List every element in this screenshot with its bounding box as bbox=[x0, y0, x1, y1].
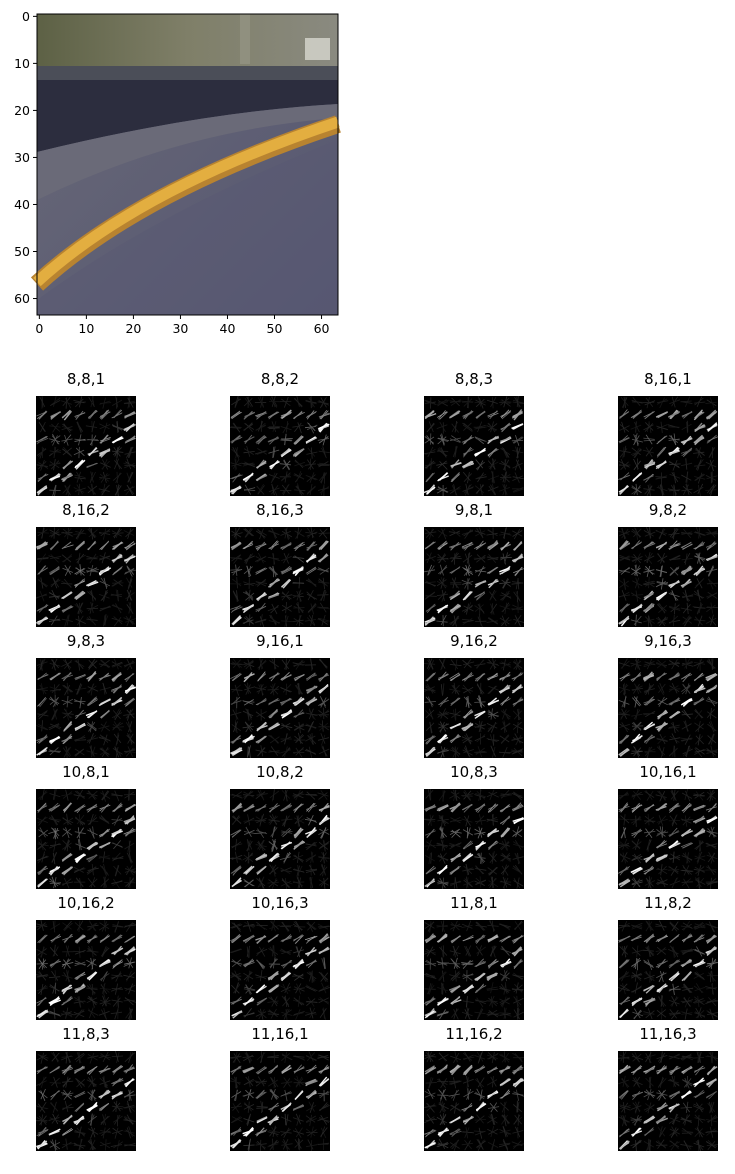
hog-visualization-image bbox=[230, 658, 330, 758]
hog-visualization-image bbox=[618, 789, 718, 889]
hog-panel-title: 11,16,1 bbox=[251, 1025, 309, 1043]
hog-panel-title: 8,8,3 bbox=[454, 370, 494, 388]
hog-visualization-image bbox=[424, 1051, 524, 1151]
hog-panel: 10,8,2 bbox=[210, 763, 350, 893]
hog-panel-title: 8,8,1 bbox=[66, 370, 106, 388]
hog-panel: 8,16,2 bbox=[16, 501, 156, 631]
hog-visualization-image bbox=[36, 920, 136, 1020]
hog-visualization-image bbox=[230, 789, 330, 889]
hog-panel-title: 8,16,2 bbox=[62, 501, 110, 519]
hog-visualization-image bbox=[424, 789, 524, 889]
hog-panel-title: 9,16,3 bbox=[644, 632, 692, 650]
x-tick-label: 30 bbox=[172, 321, 188, 336]
hog-panel: 11,16,1 bbox=[210, 1025, 350, 1155]
hog-panel-title: 8,16,3 bbox=[256, 501, 304, 519]
hog-panel: 9,8,3 bbox=[16, 632, 156, 762]
hog-visualization-image bbox=[424, 920, 524, 1020]
hog-visualization-image bbox=[230, 527, 330, 627]
hog-panel-title: 9,8,2 bbox=[648, 501, 688, 519]
hog-panel-title: 10,8,3 bbox=[450, 763, 498, 781]
hog-panel: 8,16,3 bbox=[210, 501, 350, 631]
y-tick-label: 40 bbox=[14, 197, 30, 212]
hog-panel: 10,16,3 bbox=[210, 894, 350, 1024]
hog-panel-title: 8,8,2 bbox=[260, 370, 300, 388]
y-tick-label: 10 bbox=[14, 56, 30, 71]
y-tick-label: 30 bbox=[14, 150, 30, 165]
hog-panel: 11,8,2 bbox=[598, 894, 735, 1024]
hog-panel-title: 9,8,1 bbox=[454, 501, 494, 519]
hog-panel-title: 10,16,1 bbox=[639, 763, 697, 781]
hog-panel: 8,8,3 bbox=[404, 370, 544, 500]
hog-visualization-image bbox=[230, 920, 330, 1020]
hog-visualization-image bbox=[36, 396, 136, 496]
hog-visualization-image bbox=[36, 789, 136, 889]
hog-panel: 8,16,1 bbox=[598, 370, 735, 500]
hog-panel: 10,16,2 bbox=[16, 894, 156, 1024]
hog-visualization-image bbox=[36, 658, 136, 758]
hog-panel-title: 11,8,3 bbox=[62, 1025, 110, 1043]
hog-panel-title: 9,16,1 bbox=[256, 632, 304, 650]
hog-panel: 10,8,1 bbox=[16, 763, 156, 893]
hog-panel-title: 9,16,2 bbox=[450, 632, 498, 650]
hog-panel: 9,16,1 bbox=[210, 632, 350, 762]
y-axis-ticks: 0 10 20 30 40 50 60 bbox=[14, 9, 37, 306]
hog-panel-title: 11,8,2 bbox=[644, 894, 692, 912]
hog-visualization-image bbox=[36, 1051, 136, 1151]
x-tick-label: 20 bbox=[125, 321, 141, 336]
hog-visualization-image bbox=[230, 396, 330, 496]
hog-visualization-image bbox=[618, 658, 718, 758]
hog-panel-title: 10,16,2 bbox=[57, 894, 115, 912]
image-axes-frame bbox=[36, 13, 339, 316]
hog-panel-title: 11,16,2 bbox=[445, 1025, 503, 1043]
x-tick-label: 40 bbox=[220, 321, 236, 336]
road-photo bbox=[30, 14, 341, 315]
hog-panel: 11,8,1 bbox=[404, 894, 544, 1024]
hog-panel-title: 11,8,1 bbox=[450, 894, 498, 912]
hog-panel: 11,16,2 bbox=[404, 1025, 544, 1155]
hog-panel: 9,16,2 bbox=[404, 632, 544, 762]
y-tick-label: 0 bbox=[22, 9, 30, 24]
hog-visualization-image bbox=[424, 658, 524, 758]
hog-panel-title: 9,8,3 bbox=[66, 632, 106, 650]
hog-panel-title: 10,16,3 bbox=[251, 894, 309, 912]
hog-panel: 11,8,3 bbox=[16, 1025, 156, 1155]
x-axis-ticks: 0 10 20 30 40 50 60 bbox=[35, 315, 330, 336]
hog-panel: 9,8,2 bbox=[598, 501, 735, 631]
x-tick-label: 10 bbox=[78, 321, 94, 336]
hog-panel: 9,8,1 bbox=[404, 501, 544, 631]
hog-panel: 10,8,3 bbox=[404, 763, 544, 893]
hog-visualization-image bbox=[618, 527, 718, 627]
x-tick-label: 60 bbox=[314, 321, 330, 336]
hog-visualization-image bbox=[618, 1051, 718, 1151]
hog-panel: 11,16,3 bbox=[598, 1025, 735, 1155]
hog-panel-title: 10,8,1 bbox=[62, 763, 110, 781]
hog-panel: 9,16,3 bbox=[598, 632, 735, 762]
hog-panel-title: 8,16,1 bbox=[644, 370, 692, 388]
hog-panel: 10,16,1 bbox=[598, 763, 735, 893]
hog-visualization-image bbox=[424, 527, 524, 627]
hog-visualization-image bbox=[424, 396, 524, 496]
hog-visualization-image bbox=[230, 1051, 330, 1151]
hog-panel: 8,8,2 bbox=[210, 370, 350, 500]
hog-visualization-image bbox=[618, 396, 718, 496]
y-tick-label: 20 bbox=[14, 103, 30, 118]
x-tick-label: 0 bbox=[35, 321, 43, 336]
hog-panel-title: 11,16,3 bbox=[639, 1025, 697, 1043]
hog-panel: 8,8,1 bbox=[16, 370, 156, 500]
y-tick-label: 60 bbox=[14, 291, 30, 306]
x-tick-label: 50 bbox=[267, 321, 283, 336]
hog-visualization-image bbox=[618, 920, 718, 1020]
hog-visualization-image bbox=[36, 527, 136, 627]
hog-panel-title: 10,8,2 bbox=[256, 763, 304, 781]
y-tick-label: 50 bbox=[14, 244, 30, 259]
source-image-plot: 0 10 20 30 40 50 60 0 10 20 30 40 50 60 bbox=[14, 9, 341, 336]
